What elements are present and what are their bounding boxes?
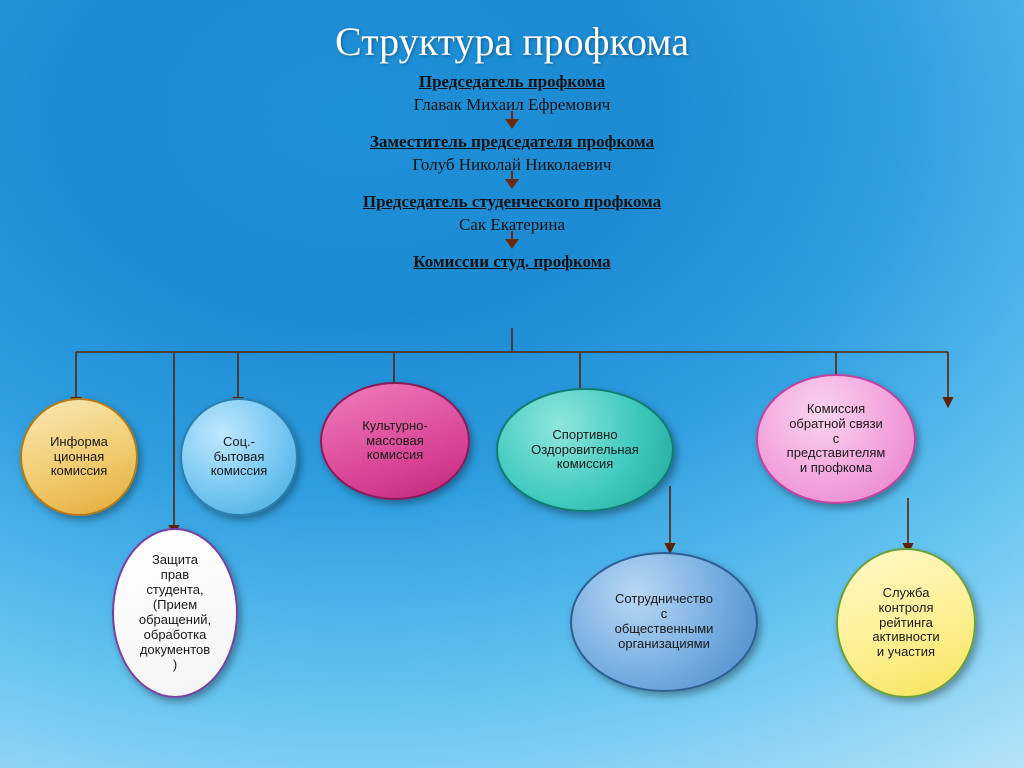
bubble-label: Сотрудничествособщественнымиорганизациям… [615,592,714,652]
bubble-label: Защитаправстудента,(Приемобращений,обраб… [139,553,211,673]
bubble-info: Информационнаякомиссия [20,398,138,516]
bubble-sport: СпортивноОздоровительнаякомиссия [496,388,674,512]
bubble-rights: Защитаправстудента,(Приемобращений,обраб… [112,528,238,698]
role-3: Председатель студенческого профкома [0,191,1024,214]
bubble-label: Информационнаякомиссия [50,435,108,480]
bubble-rating: Службаконтролярейтингаактивностии участи… [836,548,976,698]
slide: Структура профкома Председатель профкома… [0,0,1024,768]
slide-title: Структура профкома [0,0,1024,65]
arrow-down-icon [505,179,519,189]
bubble-label: Службаконтролярейтингаактивностии участи… [872,586,939,661]
bubble-label: Культурно-массоваякомиссия [362,419,428,464]
bubble-culture: Культурно-массоваякомиссия [320,382,470,500]
bubble-label: Соц.-бытоваякомиссия [211,435,268,480]
role-4: Комиссии студ. профкома [0,251,1024,274]
role-1: Председатель профкома [0,71,1024,94]
bubble-label: Комиссияобратной связиспредставителями п… [787,402,886,477]
bubble-feedback: Комиссияобратной связиспредставителями п… [756,374,916,504]
bubble-social: Соц.-бытоваякомиссия [180,398,298,516]
arrow-down-icon [505,119,519,129]
bubble-label: СпортивноОздоровительнаякомиссия [531,428,639,473]
bubble-cooperation: Сотрудничествособщественнымиорганизациям… [570,552,758,692]
arrow-down-icon [505,239,519,249]
hierarchy: Председатель профкома Главак Михаил Ефре… [0,71,1024,274]
role-2: Заместитель председателя профкома [0,131,1024,154]
